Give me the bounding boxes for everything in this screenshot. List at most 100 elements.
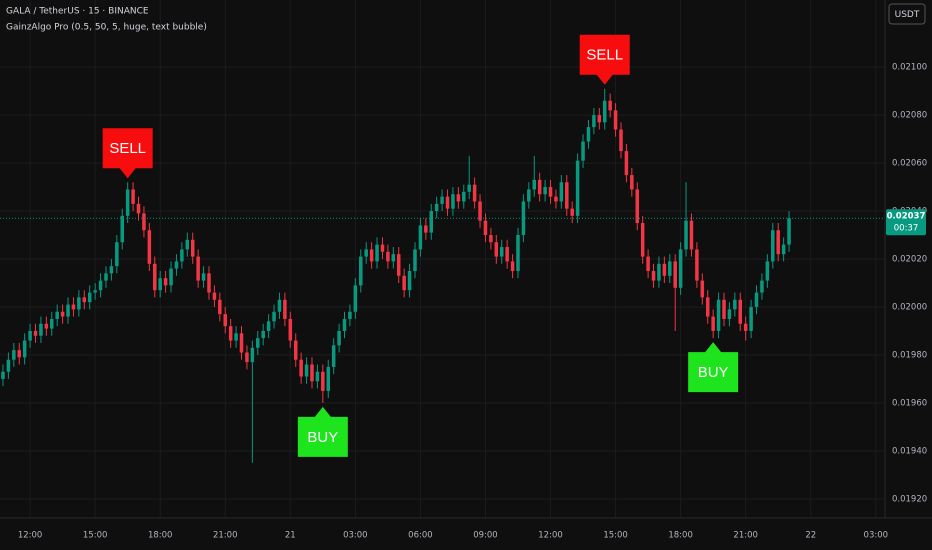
candle-body	[234, 333, 238, 341]
candle-body	[288, 318, 293, 341]
candle-body	[483, 220, 488, 236]
candle-body	[635, 189, 640, 224]
currency-label[interactable]: USDT	[895, 10, 920, 20]
candle-body	[261, 330, 265, 339]
candle-body	[402, 275, 406, 291]
buy-label: BUY	[698, 364, 729, 381]
candle-body	[180, 249, 184, 262]
candle-body	[115, 242, 119, 267]
candle-body	[445, 196, 450, 209]
candle-body	[6, 359, 11, 372]
candle-body	[434, 203, 439, 212]
candle-body	[299, 359, 303, 377]
candle-body	[489, 235, 493, 243]
candle-body	[310, 364, 314, 382]
y-tick-label: 0.02100	[892, 63, 927, 73]
candle-body	[608, 100, 612, 111]
sell-label: SELL	[109, 140, 146, 157]
candle-body	[98, 280, 103, 291]
candle-body	[651, 270, 656, 281]
candle-body	[158, 278, 162, 291]
candle-body	[337, 330, 341, 346]
candle-body	[60, 311, 65, 317]
candle-body	[424, 225, 428, 233]
candle-body	[315, 371, 320, 382]
candle-body	[467, 184, 471, 192]
candle-body	[169, 268, 173, 286]
candle-body	[640, 223, 645, 257]
candle-body	[695, 249, 699, 281]
candle-body	[413, 249, 417, 271]
x-tick-label: 15:00	[603, 531, 628, 541]
buy-bubble	[297, 406, 348, 457]
candle-body	[33, 330, 38, 336]
y-tick-label: 0.02020	[892, 255, 927, 265]
candle-body	[147, 230, 152, 264]
candle-body	[125, 189, 130, 216]
candle-body	[510, 261, 515, 271]
y-tick-label: 0.01920	[892, 494, 927, 504]
candle-body	[174, 261, 179, 269]
candle-body	[380, 244, 385, 252]
candle-body	[657, 263, 661, 281]
candle-body	[55, 311, 59, 319]
x-tick-label: 21	[285, 531, 296, 541]
candle-body	[478, 201, 482, 221]
candle-body	[462, 191, 466, 202]
candle-body	[760, 280, 764, 293]
candle-body	[245, 352, 249, 363]
candle-body	[494, 242, 499, 257]
candle-body	[321, 371, 325, 391]
candle-body	[787, 218, 791, 245]
candle-body	[207, 273, 211, 293]
candle-body	[304, 364, 309, 377]
candle-body	[153, 263, 157, 291]
candle-body	[565, 182, 569, 209]
candle-body	[50, 318, 54, 329]
candle-body	[364, 249, 368, 257]
candle-body	[521, 201, 526, 236]
candle-body	[201, 273, 206, 281]
candle-body	[39, 323, 43, 336]
candle-body	[239, 333, 244, 353]
candle-body	[619, 129, 623, 152]
sell-label: SELL	[586, 47, 623, 64]
candle-body	[93, 290, 97, 293]
candle-body	[624, 151, 629, 176]
candle-body	[386, 251, 390, 262]
candle-body	[28, 330, 32, 341]
candle-body	[44, 323, 49, 329]
candle-body	[212, 292, 217, 300]
candle-body	[396, 254, 401, 276]
candle-body	[277, 299, 282, 312]
candle-body	[1, 371, 5, 379]
candle-body	[104, 273, 108, 281]
candle-body	[250, 347, 255, 363]
candle-body	[369, 249, 374, 262]
y-tick-label: 0.01960	[892, 398, 927, 408]
x-tick-label: 12:00	[18, 531, 43, 541]
candle-body	[456, 194, 461, 202]
candle-body	[602, 100, 607, 123]
candle-body	[700, 280, 705, 298]
candle-body	[765, 261, 770, 281]
candle-body	[342, 318, 347, 331]
candle-body	[516, 235, 520, 271]
y-tick-label: 0.02080	[892, 111, 927, 121]
candle-body	[733, 299, 737, 310]
candle-body	[407, 270, 412, 291]
currency-button[interactable]	[888, 3, 926, 25]
candle-body	[331, 345, 336, 367]
candle-body	[613, 110, 618, 130]
buy-bubble	[688, 342, 739, 393]
candle-body	[359, 256, 363, 286]
candle-body	[738, 299, 743, 324]
candle-body	[17, 350, 22, 358]
candle-body	[586, 127, 591, 142]
candle-body	[559, 182, 564, 202]
candle-body	[575, 160, 580, 216]
candle-body	[684, 220, 688, 250]
candle-body	[727, 309, 732, 319]
candle-body	[87, 292, 92, 303]
